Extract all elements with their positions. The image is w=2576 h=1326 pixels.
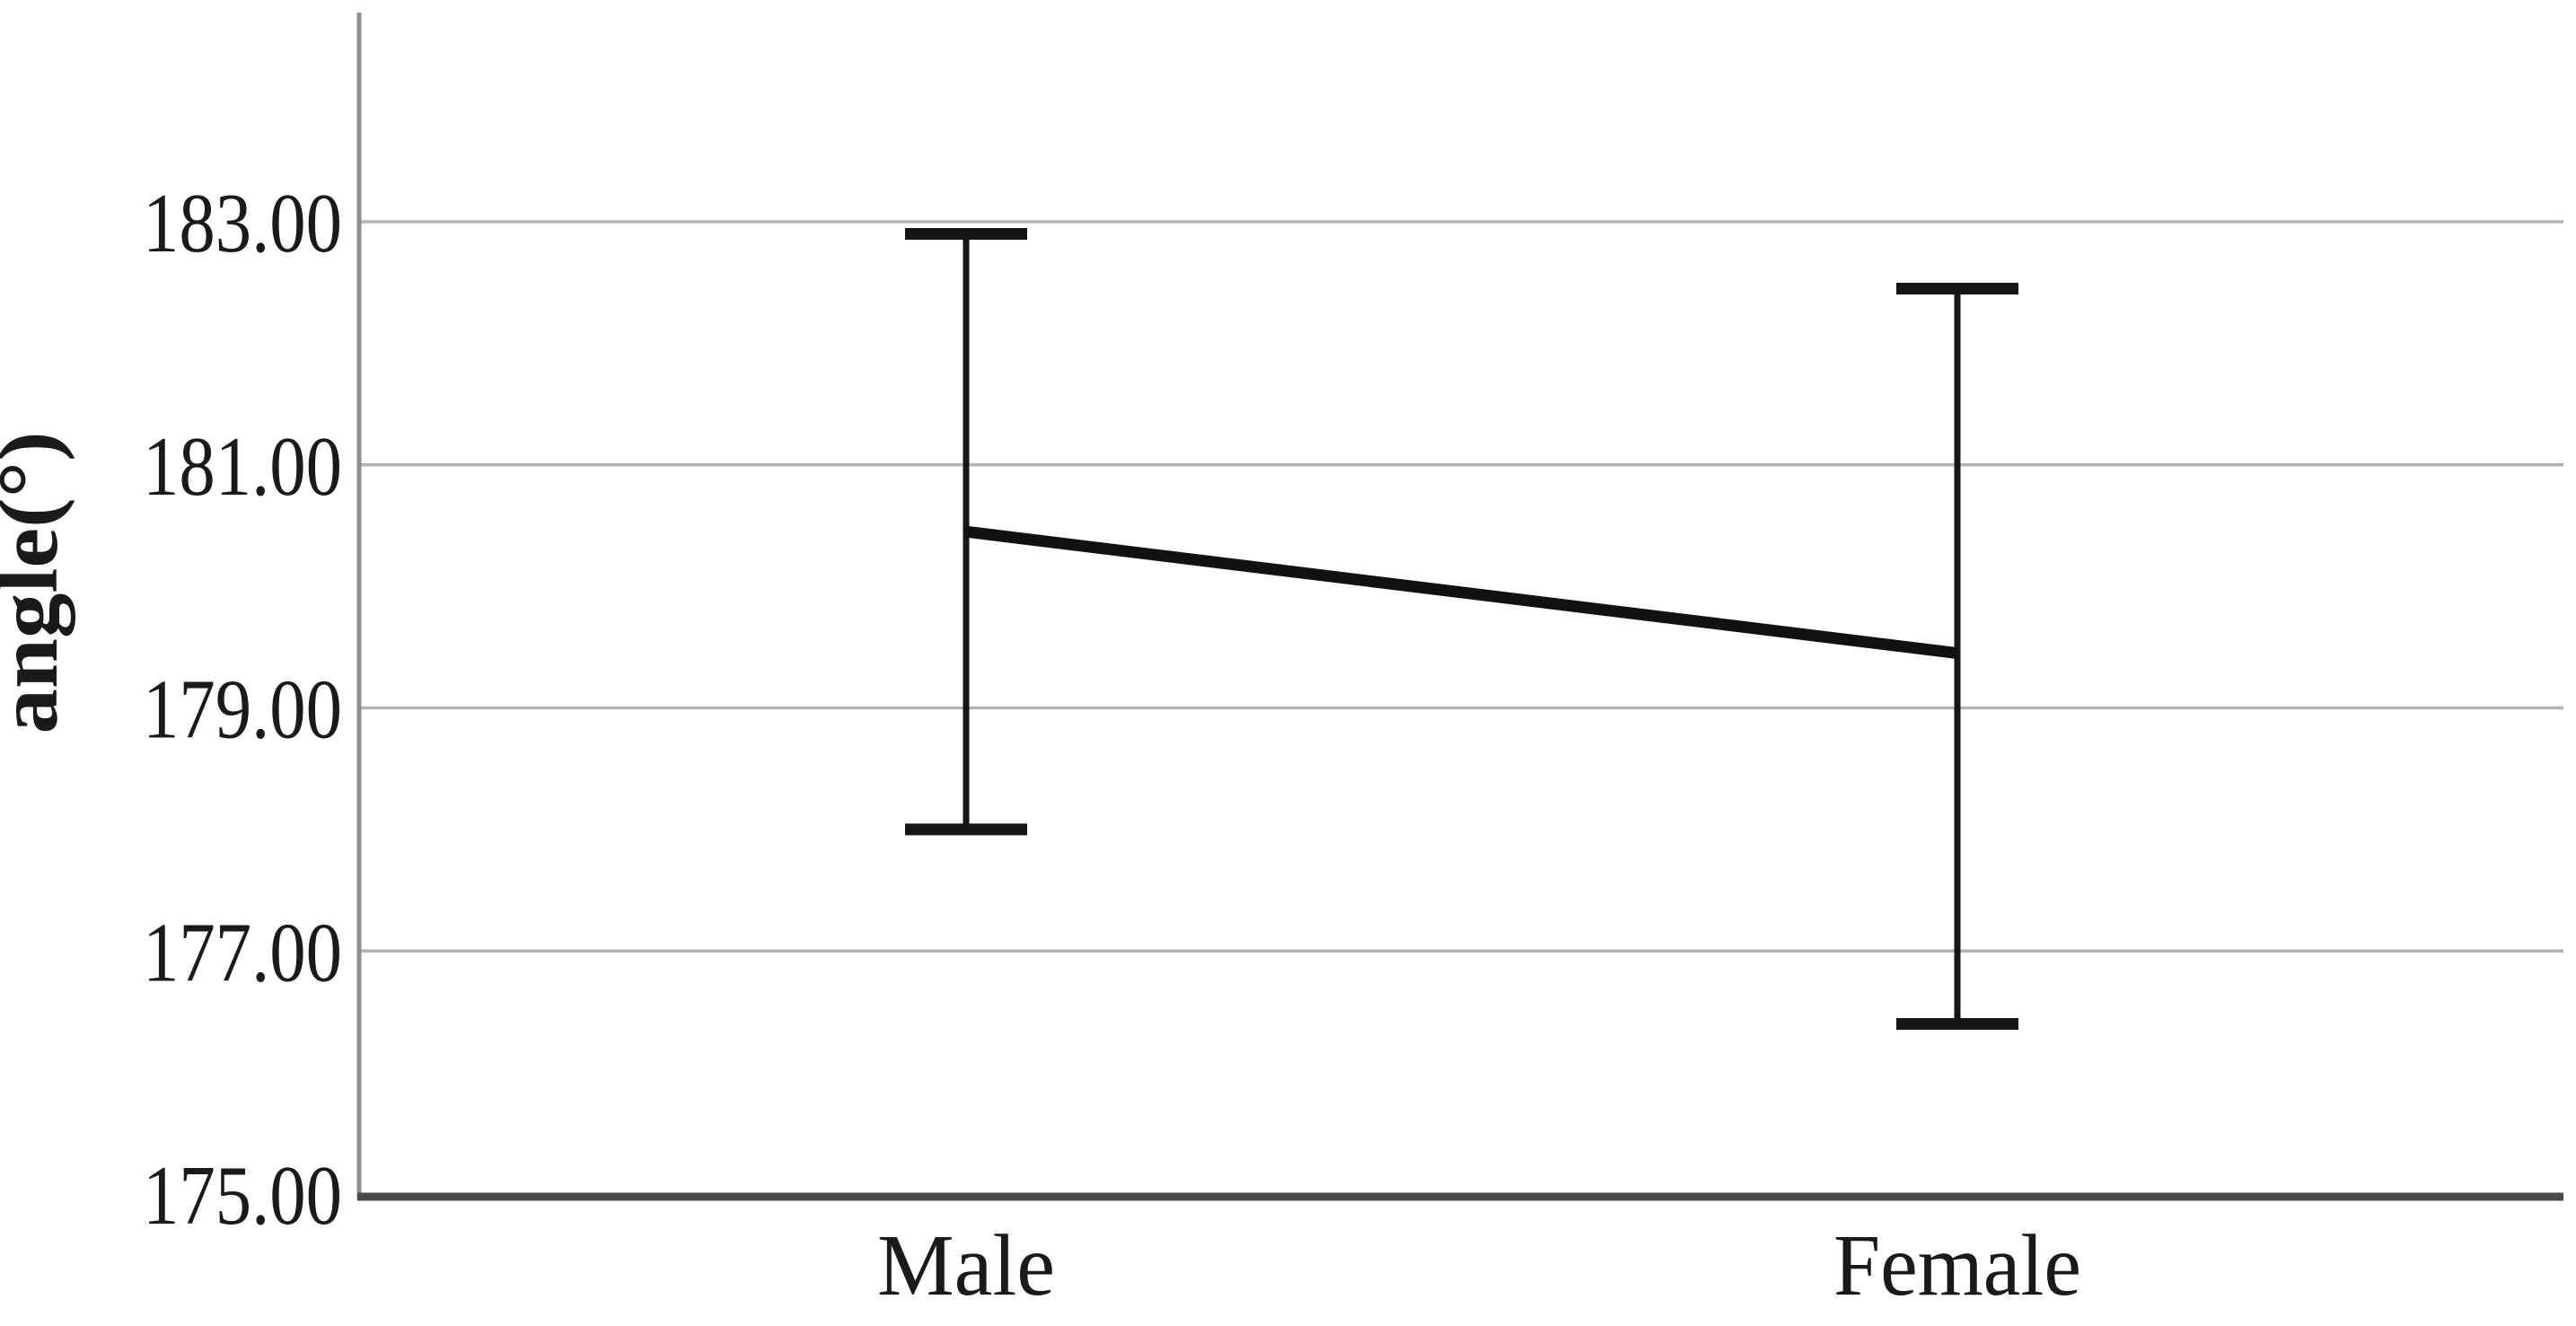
y-tick-label-3: 177.00	[143, 906, 342, 999]
y-tick-label-4: 175.00	[143, 1149, 342, 1243]
y-tick-label-2: 179.00	[143, 663, 342, 757]
y-tick-label-0: 183.00	[143, 177, 342, 270]
x-category-label-0: Male	[877, 1217, 1055, 1314]
x-category-label-1: Female	[1833, 1217, 2081, 1314]
y-axis-title: angle(°)	[0, 432, 75, 734]
y-tick-label-1: 181.00	[143, 420, 342, 514]
means-trend-line	[965, 525, 1958, 660]
